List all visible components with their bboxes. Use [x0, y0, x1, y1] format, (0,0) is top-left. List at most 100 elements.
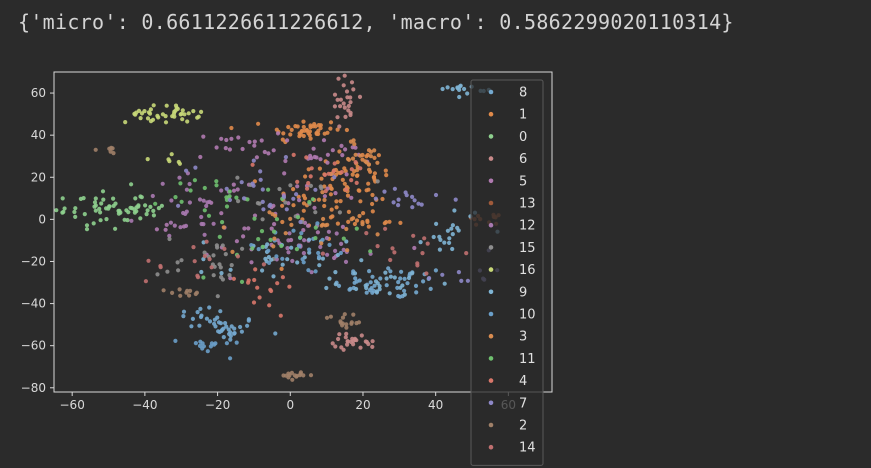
point-14 — [320, 251, 325, 256]
point-15 — [227, 273, 232, 278]
point-5 — [252, 143, 257, 148]
point-8 — [216, 329, 221, 334]
point-1 — [312, 122, 317, 127]
point-14 — [424, 271, 429, 276]
point-11 — [192, 178, 197, 183]
point-4 — [354, 180, 359, 185]
point-14 — [383, 226, 388, 231]
point-7 — [410, 194, 415, 199]
point-16 — [171, 111, 177, 116]
series-6 — [330, 73, 375, 352]
point-9 — [456, 228, 461, 233]
point-5 — [214, 145, 219, 150]
point-5 — [219, 136, 224, 141]
point-10 — [320, 237, 325, 242]
point-1 — [274, 127, 279, 132]
point-15 — [236, 199, 241, 204]
legend-box — [470, 79, 544, 466]
point-9 — [406, 275, 412, 281]
point-3 — [344, 226, 349, 232]
point-15 — [220, 243, 225, 248]
point-1 — [301, 201, 307, 206]
point-2 — [324, 315, 330, 320]
legend-label: 11 — [519, 352, 536, 367]
point-1 — [334, 205, 339, 210]
point-7 — [392, 186, 397, 191]
point-0 — [116, 208, 121, 213]
point-8 — [384, 283, 389, 288]
point-12 — [219, 188, 224, 193]
point-16 — [148, 119, 154, 124]
point-4 — [304, 155, 309, 160]
point-6 — [337, 332, 342, 337]
point-9 — [437, 247, 442, 252]
point-0 — [84, 223, 90, 228]
point-0 — [104, 217, 109, 222]
point-7 — [396, 197, 401, 202]
point-10 — [249, 243, 254, 248]
point-15 — [277, 186, 282, 192]
point-11 — [206, 213, 212, 218]
point-14 — [207, 257, 212, 262]
point-4 — [268, 287, 273, 292]
point-5 — [305, 223, 311, 228]
point-11 — [214, 179, 219, 184]
point-1 — [328, 126, 333, 131]
point-5 — [312, 205, 317, 210]
point-1 — [398, 220, 403, 225]
point-1 — [365, 218, 370, 223]
point-7 — [410, 205, 415, 210]
point-10 — [213, 341, 218, 346]
point-8 — [402, 288, 407, 293]
point-12 — [325, 252, 330, 257]
point-6 — [338, 104, 343, 109]
point-8 — [224, 324, 229, 329]
point-5 — [343, 147, 348, 152]
point-9 — [359, 258, 364, 263]
point-11 — [274, 217, 280, 222]
y-tick-label: −40 — [21, 297, 46, 311]
point-9 — [335, 252, 340, 258]
point-8 — [402, 276, 407, 281]
point-12 — [286, 250, 291, 255]
point-10 — [315, 221, 320, 226]
point-1 — [354, 218, 360, 223]
point-6 — [333, 344, 338, 349]
point-7 — [193, 165, 198, 170]
point-6 — [336, 336, 341, 342]
point-14 — [390, 246, 395, 251]
point-14 — [192, 259, 197, 264]
legend-marker — [488, 200, 494, 206]
point-1 — [301, 133, 306, 139]
point-3 — [352, 142, 357, 147]
point-3 — [289, 222, 294, 227]
point-1 — [316, 197, 322, 202]
point-16 — [196, 114, 201, 119]
point-9 — [289, 245, 294, 250]
point-10 — [316, 254, 322, 259]
point-5 — [234, 239, 239, 244]
point-5 — [412, 245, 417, 251]
point-9 — [375, 281, 380, 286]
point-14 — [209, 265, 214, 270]
legend-label: 12 — [519, 219, 536, 234]
point-5 — [322, 194, 327, 199]
point-12 — [204, 203, 209, 209]
legend-label: 6 — [519, 152, 527, 167]
point-4 — [349, 167, 354, 172]
point-5 — [301, 228, 306, 233]
point-7 — [258, 169, 263, 174]
point-11 — [227, 189, 232, 194]
x-tick-label: −60 — [60, 398, 85, 412]
point-10 — [193, 341, 198, 346]
point-3 — [357, 213, 362, 219]
point-14 — [204, 239, 209, 244]
point-9 — [307, 250, 312, 255]
point-9 — [271, 274, 276, 279]
point-3 — [368, 154, 373, 159]
point-4 — [306, 181, 311, 186]
point-2 — [290, 377, 295, 382]
point-9 — [266, 255, 271, 260]
point-5 — [340, 224, 345, 229]
